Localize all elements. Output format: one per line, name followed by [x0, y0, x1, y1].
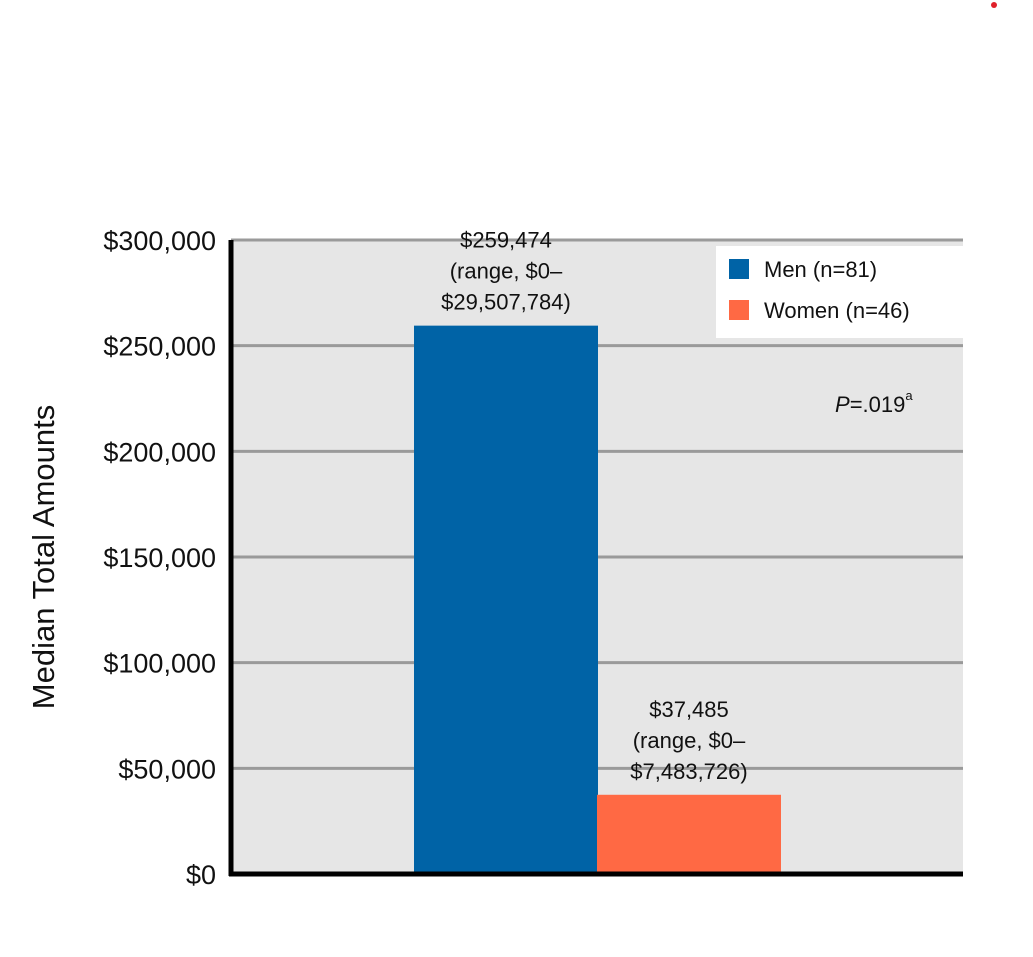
data-labels: $259,474 (range, $0– $29,507,784) $37,485 (r…	[441, 228, 748, 784]
legend-box	[716, 246, 972, 338]
y-tick-label: $150,000	[103, 543, 216, 573]
y-axis-label: Median Total Amounts	[26, 405, 61, 709]
bar-data-label: $37,485	[649, 697, 729, 722]
decorative-red-dot	[991, 2, 997, 8]
legend-entry: Men (n=81)	[764, 257, 877, 282]
legend-entry: Women (n=46)	[764, 298, 910, 323]
legend-swatch	[729, 300, 749, 320]
y-tick-label: $250,000	[103, 332, 216, 362]
y-tick-label: $100,000	[103, 649, 216, 679]
bar-men	[414, 325, 598, 874]
y-axis-tick-labels: $0 $50,000 $100,000 $150,000 $200,000 $250,00…	[103, 226, 216, 890]
legend-swatch	[729, 259, 749, 279]
annotation-value: =.019	[850, 392, 906, 417]
bar-data-label: (range, $0–	[450, 259, 563, 284]
bar-women	[597, 794, 781, 874]
bar-data-label: $259,474	[460, 228, 552, 253]
y-tick-label: $200,000	[103, 437, 216, 467]
legend: Men (n=81) Women (n=46)	[716, 246, 972, 338]
annotation-superscript: a	[905, 388, 913, 403]
bar-data-label: $7,483,726)	[630, 759, 747, 784]
y-tick-label: $50,000	[118, 754, 216, 784]
y-tick-label: $300,000	[103, 226, 216, 256]
bar-data-label: $29,507,784)	[441, 290, 571, 315]
y-tick-label: $0	[186, 860, 216, 890]
annotation-p: P	[835, 392, 850, 417]
bar-data-label: (range, $0–	[633, 728, 746, 753]
bars	[414, 325, 781, 874]
p-value-annotation: P=.019a	[835, 388, 913, 417]
